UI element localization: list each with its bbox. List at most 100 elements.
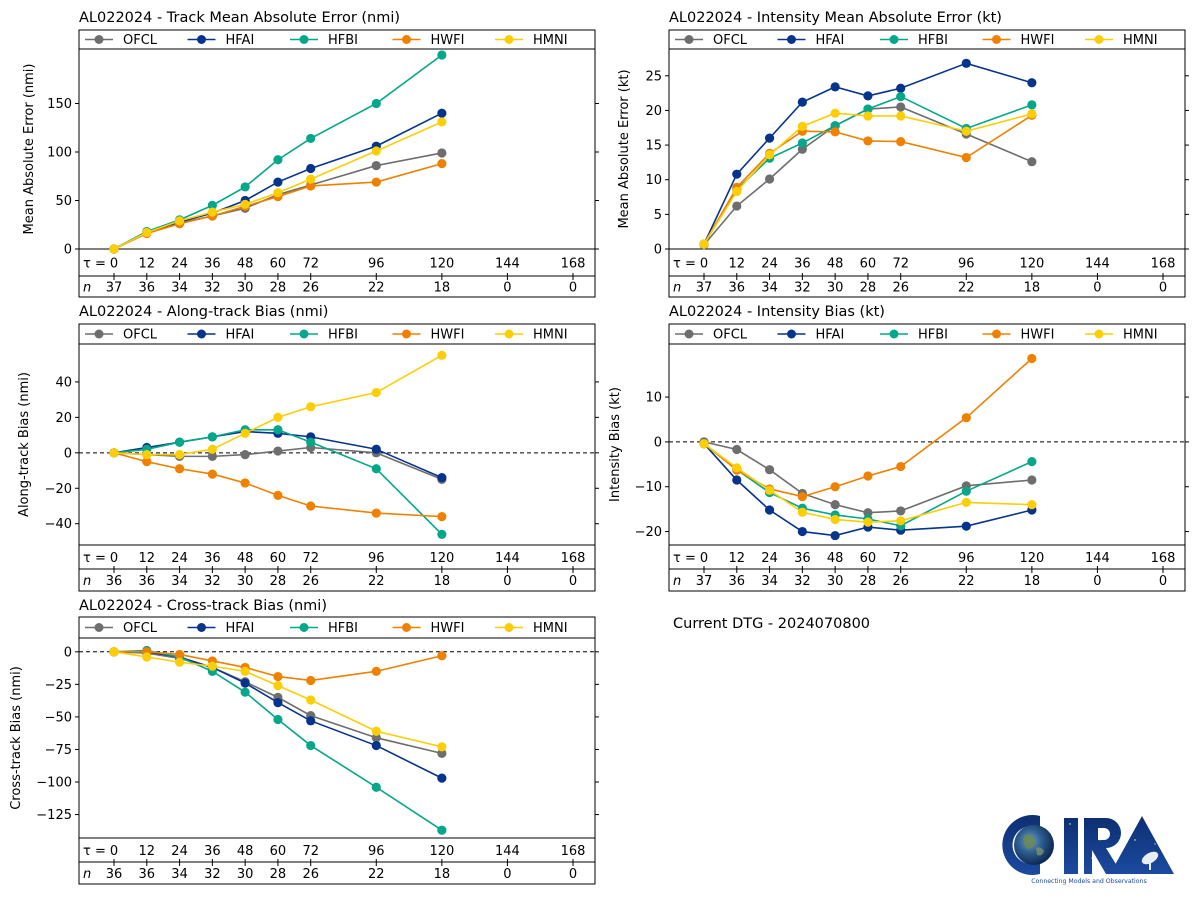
y-tick-label: −100: [36, 776, 72, 791]
legend-label: HFAI: [226, 33, 255, 48]
data-point: [732, 169, 742, 179]
data-point: [863, 471, 873, 481]
legend-marker-icon: [94, 35, 104, 44]
n-count-label: 22: [368, 281, 385, 296]
data-point: [797, 526, 807, 537]
tau-tick-label: 168: [1151, 551, 1176, 566]
data-point: [371, 387, 381, 398]
data-point: [732, 475, 742, 485]
tau-tick-label: 168: [561, 844, 586, 859]
legend-label: HMNI: [533, 621, 568, 636]
chart-frame: [78, 616, 596, 885]
tau-tick-label: 0: [700, 257, 708, 272]
tau-label: τ =: [83, 551, 106, 566]
data-point: [437, 350, 447, 360]
n-count-label: 34: [171, 574, 188, 589]
chart-track-mae: AL022024 - Track Mean Absolute Error (nm…: [22, 10, 599, 298]
chart-intensity-mae: AL022024 - Intensity Mean Absolute Error…: [617, 10, 1189, 298]
data-point: [961, 497, 971, 508]
data-point: [207, 200, 217, 210]
series-hfbi: [109, 50, 447, 254]
legend-label: HWFI: [1021, 33, 1055, 48]
data-point: [830, 82, 840, 92]
chart-title: AL022024 - Cross-track Bias (nmi): [79, 598, 327, 614]
data-point: [371, 508, 381, 518]
legend-label: HFAI: [816, 328, 845, 343]
y-tick-label: −20: [635, 525, 662, 540]
n-count-label: 36: [106, 867, 123, 882]
chart-intensity-bias: AL022024 - Intensity Bias (kt) OFCL HFAI HF…: [608, 304, 1189, 592]
legend-marker-icon: [197, 329, 206, 339]
data-point: [863, 517, 873, 527]
data-point: [797, 491, 807, 502]
tau-tick-label: 168: [561, 257, 586, 272]
n-count-label: 37: [106, 281, 123, 296]
legend-marker-icon: [299, 35, 309, 44]
chart-title: AL022024 - Along-track Bias (nmi): [79, 304, 328, 320]
legend-label: HMNI: [533, 33, 568, 48]
data-point: [699, 239, 709, 249]
data-point: [863, 91, 873, 101]
y-tick-label: 0: [654, 435, 662, 450]
y-axis-label: Mean Absolute Error (kt): [617, 69, 632, 228]
tau-label: τ =: [673, 551, 696, 566]
legend-label: HWFI: [431, 621, 465, 636]
data-point: [273, 446, 283, 456]
data-point: [273, 714, 283, 725]
tau-tick-label: 72: [302, 257, 319, 272]
legend-marker-icon: [889, 329, 899, 339]
tau-tick-label: 120: [429, 257, 454, 272]
data-point: [764, 174, 775, 184]
y-axis-label: Along-track Bias (nmi): [17, 372, 32, 517]
y-tick-label: 40: [55, 375, 72, 390]
series-line: [113, 54, 443, 250]
data-point: [240, 687, 250, 697]
legend-marker-icon: [684, 35, 694, 44]
data-point: [306, 181, 316, 191]
data-point: [732, 201, 742, 211]
series-ofcl: [109, 442, 447, 485]
tau-tick-label: 168: [1151, 257, 1176, 272]
tau-tick-label: 72: [302, 844, 319, 859]
tau-tick-label: 144: [1085, 257, 1110, 272]
y-tick-label: 0: [64, 446, 72, 461]
data-point: [371, 726, 381, 736]
data-point: [732, 444, 742, 455]
logo-letter-i: [1064, 818, 1078, 874]
data-point: [764, 133, 775, 143]
logo-letter-a: [1110, 816, 1174, 874]
data-point: [1027, 500, 1037, 510]
legend-label: HFAI: [226, 621, 255, 636]
data-point: [437, 742, 447, 752]
legend-marker-icon: [94, 623, 104, 632]
n-count-label: 0: [569, 574, 577, 589]
n-count-label: 32: [794, 281, 811, 296]
series-hmni: [109, 350, 447, 460]
n-label: n: [83, 867, 91, 882]
tau-tick-label: 48: [827, 551, 844, 566]
tau-tick-label: 0: [700, 551, 708, 566]
data-point: [764, 505, 775, 515]
logo-letter-r: [1084, 818, 1122, 874]
data-point: [371, 98, 381, 109]
tau-tick-label: 72: [892, 551, 909, 566]
data-point: [437, 773, 447, 783]
y-tick-label: 5: [654, 208, 662, 223]
tau-tick-label: 12: [729, 551, 746, 566]
tau-tick-label: 60: [270, 551, 287, 566]
tau-tick-label: 48: [237, 257, 254, 272]
y-axis-label: Cross-track Bias (nmi): [9, 666, 24, 810]
y-axis-label: Mean Absolute Error (nmi): [22, 64, 37, 235]
legend-marker-icon: [684, 329, 694, 339]
y-tick-label: 50: [55, 194, 72, 209]
legend-label: OFCL: [713, 328, 748, 343]
n-count-label: 0: [1159, 574, 1167, 589]
data-point: [207, 661, 217, 671]
data-point: [273, 697, 283, 708]
data-point: [207, 207, 217, 217]
legend-marker-icon: [787, 35, 796, 44]
data-point: [1027, 157, 1037, 167]
n-count-label: 32: [794, 574, 811, 589]
tau-label: τ =: [83, 844, 106, 859]
n-count-label: 18: [434, 281, 451, 296]
